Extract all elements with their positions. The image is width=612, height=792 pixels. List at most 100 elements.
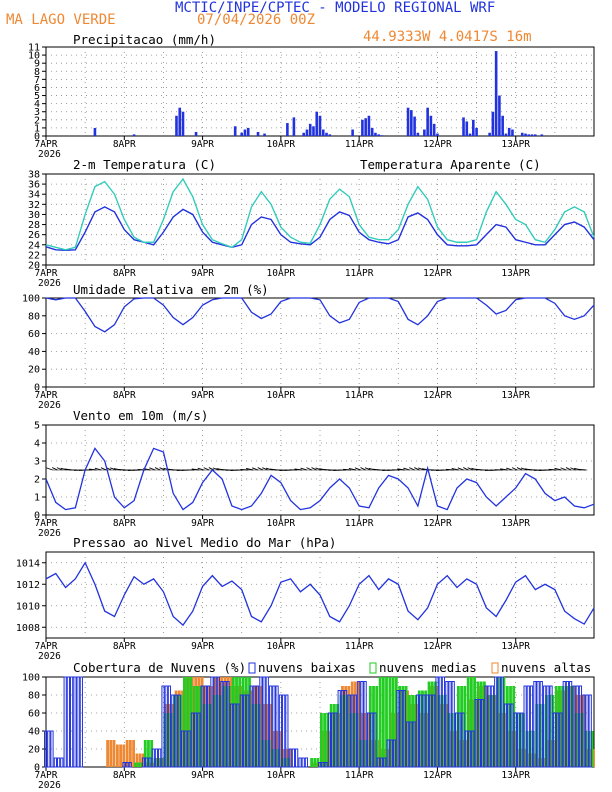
cloud-bar-low bbox=[536, 681, 540, 768]
legend-swatch bbox=[369, 662, 377, 674]
cloud-bar-high bbox=[350, 681, 354, 767]
cloud-bar-high bbox=[575, 695, 579, 767]
precip-bar bbox=[93, 127, 97, 136]
panel-title: Umidade Relativa em 2m (%) bbox=[73, 282, 269, 297]
cloud-bar-low bbox=[549, 685, 553, 768]
cloud-bar-mid bbox=[143, 740, 147, 767]
precip-bar bbox=[302, 132, 305, 136]
cloud-bar-low bbox=[213, 676, 217, 768]
cloud-bar-high bbox=[360, 713, 364, 767]
precip-bar bbox=[256, 131, 260, 136]
y-tick-label: 1010 bbox=[16, 601, 40, 612]
cloud-bar-low bbox=[272, 685, 276, 768]
panel-clouds: 0 20 40 60 80 100 7APR 8APR 9APR 10APR 11APR 12APR 1… bbox=[22, 660, 595, 791]
cloud-bar-low bbox=[480, 699, 485, 768]
cloud-bar-high bbox=[341, 686, 344, 767]
cloud-bar-high bbox=[220, 677, 224, 767]
cloud-bar-mid bbox=[310, 758, 314, 767]
x-tick-label: 7APR bbox=[35, 770, 58, 781]
legend-label: nuvens altas bbox=[501, 660, 591, 675]
cloud-bar-low bbox=[569, 681, 573, 768]
cloud-bar-high bbox=[321, 731, 325, 767]
cloud-bar-high bbox=[588, 749, 592, 767]
y-tick-label: 10 bbox=[28, 51, 40, 62]
precip-bar bbox=[370, 127, 374, 136]
wind-barb bbox=[511, 467, 518, 471]
cloud-bar-high bbox=[527, 753, 530, 767]
x-tick-label: 8APR bbox=[113, 518, 136, 529]
cloud-bar-high bbox=[233, 686, 237, 767]
cloud-bar-high bbox=[331, 713, 335, 767]
cloud-bar-low bbox=[556, 712, 560, 768]
precip-bar bbox=[367, 115, 371, 136]
cloud-bar-low bbox=[399, 690, 403, 768]
cloud-bar-high bbox=[552, 740, 556, 767]
legend-swatch bbox=[248, 662, 256, 674]
cloud-bar-high bbox=[226, 677, 230, 767]
y-tick-label: 1 bbox=[34, 493, 40, 504]
precip-bar bbox=[240, 132, 244, 136]
cloud-bar-mid bbox=[385, 677, 388, 767]
y-tick-label: 30 bbox=[28, 210, 40, 221]
cloud-bar-low bbox=[513, 712, 517, 768]
cloud-bar-low bbox=[422, 694, 426, 768]
cloud-bar-low bbox=[304, 757, 309, 768]
cloud-bar-high bbox=[487, 695, 491, 767]
x-tick-label: 10APR bbox=[267, 139, 296, 150]
x-tick-label: 13APR bbox=[501, 518, 530, 529]
precip-bar bbox=[374, 132, 377, 136]
precip-bar bbox=[533, 134, 537, 136]
cloud-bar-high bbox=[592, 749, 595, 767]
cloud-bar-high bbox=[141, 753, 145, 767]
cloud-bar-high bbox=[236, 686, 240, 767]
cloud-bar-high bbox=[119, 744, 122, 767]
x-year-label: 2026 bbox=[38, 528, 61, 539]
cloud-bar-low bbox=[392, 739, 397, 768]
cloud-bar-low bbox=[425, 694, 429, 768]
y-tick-label: 4 bbox=[34, 439, 40, 450]
y-tick-label: 8 bbox=[34, 67, 40, 78]
y-tick-label: 32 bbox=[28, 200, 40, 211]
wind-speed-line bbox=[45, 447, 595, 511]
cloud-bar-high bbox=[164, 704, 168, 767]
panel-title: Precipitacao (mm/h) bbox=[73, 32, 216, 47]
cloud-bar-high bbox=[425, 713, 429, 767]
wind-barb bbox=[52, 467, 58, 471]
cloud-bar-low bbox=[259, 676, 263, 768]
wind-barb bbox=[208, 467, 215, 471]
cloud-bar-high bbox=[543, 758, 546, 767]
x-year-label: 2026 bbox=[38, 651, 61, 662]
cloud-bar-low bbox=[441, 676, 446, 768]
wind-barb bbox=[212, 467, 220, 471]
cloud-bar-low bbox=[445, 681, 449, 768]
cloud-bar-high bbox=[187, 677, 191, 767]
wind-barb bbox=[203, 467, 210, 471]
legend-label: nuvens medias bbox=[379, 660, 477, 675]
cloud-bar-high bbox=[125, 740, 129, 767]
cloud-bar-low bbox=[327, 712, 331, 768]
cloud-bar-low bbox=[220, 681, 224, 768]
x-tick-label: 12APR bbox=[423, 770, 452, 781]
cloud-bar-low bbox=[484, 685, 488, 768]
cloud-bar-high bbox=[168, 704, 171, 767]
cloud-bar-high bbox=[106, 740, 110, 767]
y-tick-label: 60 bbox=[28, 329, 40, 340]
x-tick-label: 10APR bbox=[267, 268, 296, 279]
x-tick-label: 9APR bbox=[191, 641, 214, 652]
cloud-bar-high bbox=[556, 690, 560, 767]
cloud-bar-low bbox=[389, 739, 393, 768]
wind-barb bbox=[154, 467, 161, 471]
cloud-bar-low bbox=[552, 712, 557, 768]
cloud-bar-high bbox=[132, 740, 135, 767]
cloud-bar-high bbox=[455, 731, 458, 767]
x-tick-label: 13APR bbox=[501, 268, 530, 279]
wind-barb bbox=[570, 467, 577, 471]
precip-bar bbox=[194, 131, 198, 136]
cloud-bar-high bbox=[582, 695, 586, 767]
cloud-bar-low bbox=[60, 757, 64, 768]
cloud-bar-high bbox=[562, 690, 566, 767]
precip-bar bbox=[491, 111, 495, 136]
cloud-bar-low bbox=[419, 694, 423, 768]
cloud-bar-low bbox=[363, 681, 367, 768]
y-tick-label: 20 bbox=[28, 365, 40, 376]
